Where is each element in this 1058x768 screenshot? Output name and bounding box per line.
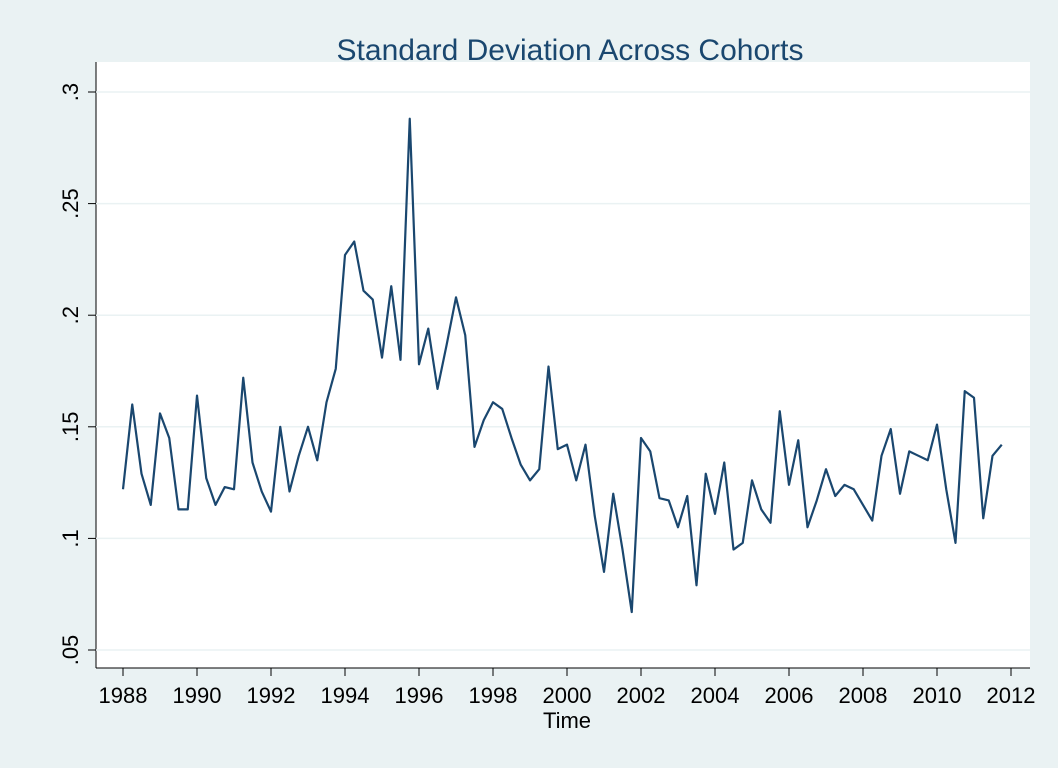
x-tick-label: 1998 xyxy=(469,683,518,708)
y-tick-label: .05 xyxy=(58,635,83,666)
y-tick-label: .1 xyxy=(58,529,83,547)
x-tick-label: 2010 xyxy=(913,683,962,708)
chart-title: Standard Deviation Across Cohorts xyxy=(337,34,804,67)
x-tick-label: 1994 xyxy=(321,683,370,708)
x-tick-label: 2000 xyxy=(543,683,592,708)
y-tick-label: .3 xyxy=(58,83,83,101)
y-tick-label: .2 xyxy=(58,306,83,324)
x-tick-label: 2006 xyxy=(765,683,814,708)
x-tick-label: 1996 xyxy=(395,683,444,708)
plot-area xyxy=(96,62,1030,668)
x-tick-label: 1992 xyxy=(247,683,296,708)
x-tick-label: 2012 xyxy=(987,683,1036,708)
y-tick-label: .15 xyxy=(58,412,83,443)
data-line xyxy=(121,117,1003,614)
x-tick-label: 1990 xyxy=(173,683,222,708)
x-tick-label: 2004 xyxy=(691,683,740,708)
x-tick-label: 1988 xyxy=(99,683,148,708)
x-axis-label: Time xyxy=(543,708,591,733)
x-tick-label: 2002 xyxy=(617,683,666,708)
x-tick-label: 2008 xyxy=(839,683,888,708)
y-tick-label: .25 xyxy=(58,188,83,219)
